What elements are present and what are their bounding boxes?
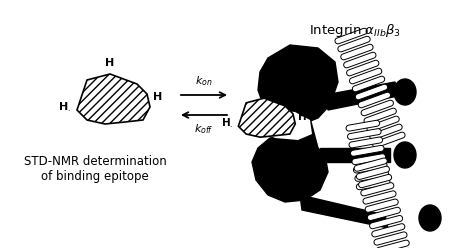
Polygon shape <box>352 76 385 92</box>
Polygon shape <box>356 179 390 190</box>
Polygon shape <box>258 45 338 125</box>
Polygon shape <box>349 137 383 148</box>
Text: H$_.$: H$_.$ <box>221 116 233 130</box>
Text: H: H <box>261 82 269 92</box>
Text: H: H <box>105 58 115 68</box>
Polygon shape <box>363 191 396 204</box>
Polygon shape <box>352 154 385 165</box>
Polygon shape <box>77 74 150 124</box>
Polygon shape <box>238 98 295 137</box>
Polygon shape <box>356 84 388 100</box>
Polygon shape <box>347 129 381 139</box>
Polygon shape <box>320 148 390 162</box>
Polygon shape <box>341 44 373 60</box>
Polygon shape <box>355 171 389 181</box>
Ellipse shape <box>394 142 416 168</box>
Polygon shape <box>365 199 398 212</box>
Polygon shape <box>325 82 398 110</box>
Text: STD-NMR determination
of binding epitope: STD-NMR determination of binding epitope <box>24 155 166 183</box>
Polygon shape <box>270 118 318 152</box>
Polygon shape <box>354 158 387 171</box>
Ellipse shape <box>419 205 441 231</box>
Polygon shape <box>370 124 402 140</box>
Text: H: H <box>153 92 162 102</box>
Polygon shape <box>361 183 394 196</box>
Ellipse shape <box>394 79 416 105</box>
Polygon shape <box>346 60 379 76</box>
Polygon shape <box>300 195 388 228</box>
Polygon shape <box>359 174 392 188</box>
Polygon shape <box>258 110 312 140</box>
Polygon shape <box>372 224 405 237</box>
Polygon shape <box>349 68 382 84</box>
Text: H$_.$: H$_.$ <box>58 100 71 114</box>
Polygon shape <box>356 166 390 180</box>
Polygon shape <box>335 28 367 44</box>
Text: $k_{off}$: $k_{off}$ <box>194 122 214 136</box>
Polygon shape <box>376 240 409 248</box>
Polygon shape <box>361 100 393 116</box>
Polygon shape <box>364 108 396 124</box>
Polygon shape <box>370 216 402 229</box>
Polygon shape <box>358 92 391 108</box>
Polygon shape <box>350 145 384 156</box>
Polygon shape <box>344 52 376 68</box>
Polygon shape <box>346 120 380 131</box>
Polygon shape <box>367 207 401 220</box>
Polygon shape <box>338 36 370 52</box>
Polygon shape <box>252 135 328 202</box>
Polygon shape <box>373 132 405 148</box>
Text: Integrin $\alpha_{IIb}\beta_3$: Integrin $\alpha_{IIb}\beta_3$ <box>309 22 401 39</box>
Polygon shape <box>354 162 387 173</box>
Polygon shape <box>374 232 407 245</box>
Text: $k_{on}$: $k_{on}$ <box>195 74 213 88</box>
Polygon shape <box>367 116 399 132</box>
Text: H: H <box>298 112 307 122</box>
